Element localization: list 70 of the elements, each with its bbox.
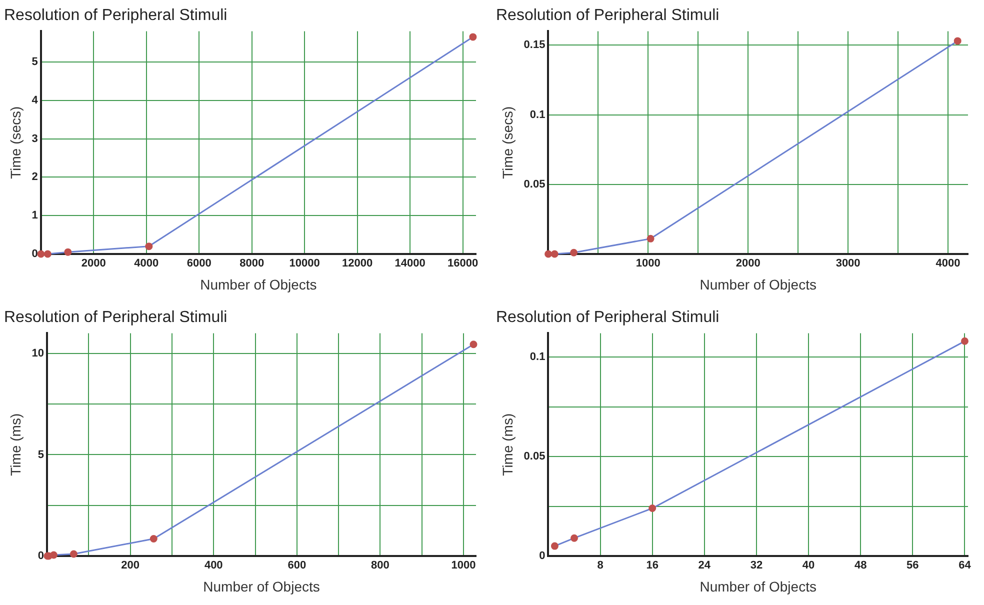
x-tick-label: 1000 [636,258,660,270]
y-tick-label: 0.1 [530,108,546,121]
x-tick-label: 16 [646,560,658,572]
x-tick-label: 64 [958,560,972,572]
point [150,535,158,543]
x-tick-label: 2000 [736,258,760,270]
point [70,550,78,558]
point [646,234,654,242]
y-tick-label: 5 [38,448,44,461]
point [954,37,962,45]
x-tick-label: 12000 [342,258,373,270]
x-tick-label: 3000 [836,258,860,270]
point [550,542,558,550]
y-tick-label: 10 [32,347,44,360]
point [570,248,578,256]
x-axis-title: Number of Objects [200,276,317,292]
y-tick-label: 2 [32,171,38,184]
x-tick-label: 8 [597,560,604,572]
chart-title: Resolution of Peripheral Stimuli [4,309,228,326]
point [960,337,968,345]
x-axis-title: Number of Objects [203,578,320,594]
x-tick-label: 400 [204,560,223,572]
chart-title: Resolution of Peripheral Stimuli [496,7,720,24]
y-axis-title: Time (secs) [499,106,516,179]
y-tick-label: 1 [32,210,38,222]
y-axis-title: Time (ms) [7,413,24,476]
point [50,551,58,559]
x-axis-title: Number of Objects [700,578,816,594]
x-tick-label: 24 [698,560,712,572]
y-tick-label: 4 [32,94,39,106]
y-tick-label: 3 [32,132,38,145]
chart-title: Resolution of Peripheral Stimuli [4,7,228,24]
x-tick-label: 40 [802,560,815,572]
y-tick-label: 0 [539,550,546,562]
x-tick-label: 48 [854,560,867,572]
point [37,250,45,258]
y-axis-title: Time (secs) [7,106,24,179]
x-tick-label: 600 [288,560,306,572]
y-tick-label: 5 [32,56,38,68]
y-tick-label: 0.05 [524,178,546,190]
y-tick-label: 0.05 [524,450,546,463]
x-tick-label: 1000 [451,560,476,572]
chart-title: Resolution of Peripheral Stimuli [496,309,720,326]
point [469,33,477,41]
x-tick-label: 4000 [134,258,159,270]
point [470,340,478,348]
y-tick-label: 0 [38,550,44,562]
x-tick-label: 10000 [289,258,320,270]
x-tick-label: 800 [371,560,390,572]
y-axis-title: Time (ms) [499,413,516,476]
point [570,534,578,542]
x-tick-label: 200 [121,560,140,572]
point [544,250,552,258]
x-tick-label: 16000 [448,258,478,270]
y-tick-label: 0.1 [530,351,546,364]
y-tick-label: 0 [32,248,38,260]
x-tick-label: 4000 [936,258,960,270]
y-tick-label: 0.15 [524,39,546,52]
point [648,504,656,512]
point [550,250,558,258]
x-tick-label: 32 [750,560,763,572]
x-tick-label: 2000 [81,258,106,270]
point [64,248,72,256]
x-tick-label: 56 [906,560,919,572]
x-axis-title: Number of Objects [700,276,816,292]
x-tick-label: 6000 [186,258,212,270]
x-tick-label: 14000 [394,258,426,270]
point [44,250,52,258]
point [145,242,153,250]
x-tick-label: 8000 [240,258,264,270]
